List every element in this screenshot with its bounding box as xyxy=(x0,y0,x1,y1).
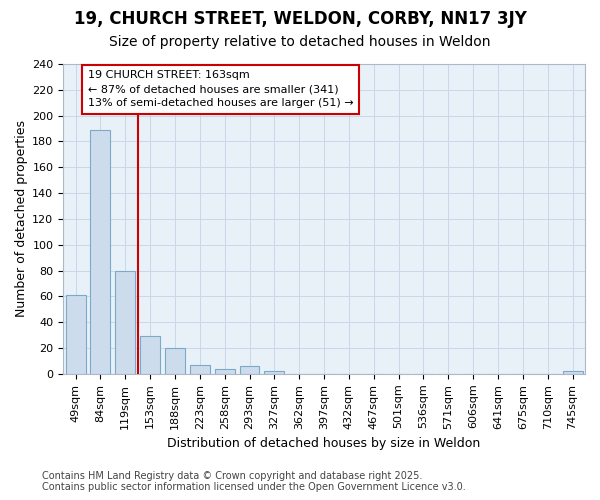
Bar xyxy=(563,372,583,374)
Bar xyxy=(265,372,284,374)
Y-axis label: Number of detached properties: Number of detached properties xyxy=(15,120,28,318)
Text: 19, CHURCH STREET, WELDON, CORBY, NN17 3JY: 19, CHURCH STREET, WELDON, CORBY, NN17 3… xyxy=(74,10,526,28)
Bar xyxy=(91,130,110,374)
Text: Size of property relative to detached houses in Weldon: Size of property relative to detached ho… xyxy=(109,35,491,49)
Text: 19 CHURCH STREET: 163sqm
← 87% of detached houses are smaller (341)
13% of semi-: 19 CHURCH STREET: 163sqm ← 87% of detach… xyxy=(88,70,353,108)
Bar xyxy=(115,270,135,374)
Text: Contains HM Land Registry data © Crown copyright and database right 2025.
Contai: Contains HM Land Registry data © Crown c… xyxy=(42,471,466,492)
Bar xyxy=(165,348,185,374)
X-axis label: Distribution of detached houses by size in Weldon: Distribution of detached houses by size … xyxy=(167,437,481,450)
Bar xyxy=(239,366,259,374)
Bar xyxy=(65,295,86,374)
Bar xyxy=(215,369,235,374)
Bar xyxy=(140,336,160,374)
Bar xyxy=(190,365,210,374)
